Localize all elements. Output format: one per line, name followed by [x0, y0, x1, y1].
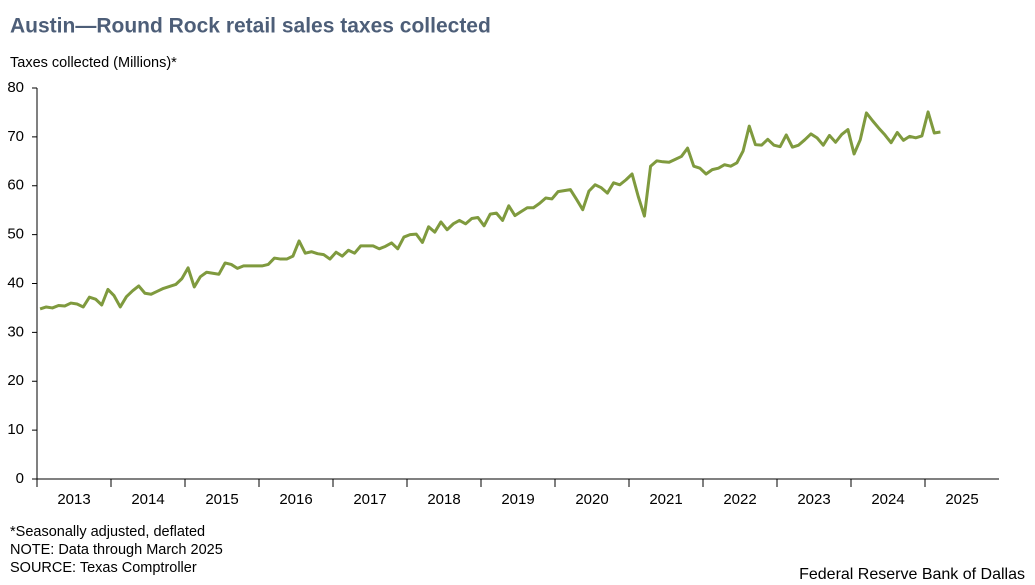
note: SOURCE: Texas Comptroller — [10, 560, 197, 576]
y-tick-label: 70 — [7, 128, 24, 145]
x-tick-label: 2013 — [57, 491, 90, 508]
y-tick-label: 0 — [16, 470, 24, 487]
x-tick-label: 2024 — [871, 491, 904, 508]
y-tick-label: 80 — [7, 79, 24, 96]
x-tick-label: 2015 — [205, 491, 238, 508]
x-tick-label: 2022 — [723, 491, 756, 508]
credit: Federal Reserve Bank of Dallas — [799, 566, 1025, 583]
y-tick-label: 30 — [7, 323, 24, 340]
x-tick-label: 2017 — [353, 491, 386, 508]
x-tick-label: 2018 — [427, 491, 460, 508]
y-tick-label: 40 — [7, 274, 24, 291]
y-axis-label: Taxes collected (Millions)* — [10, 55, 177, 71]
x-tick-label: 2023 — [797, 491, 830, 508]
note: *Seasonally adjusted, deflated — [10, 524, 205, 540]
data-line — [39, 110, 941, 311]
x-tick-label: 2016 — [279, 491, 312, 508]
y-tick-label: 20 — [7, 372, 24, 389]
x-tick-label: 2019 — [501, 491, 534, 508]
x-tick-label: 2014 — [131, 491, 164, 508]
y-tick-label: 60 — [7, 177, 24, 194]
note: NOTE: Data through March 2025 — [10, 542, 223, 558]
x-tick-label: 2020 — [575, 491, 608, 508]
y-tick-label: 10 — [7, 421, 24, 438]
y-tick-label: 50 — [7, 226, 24, 243]
chart-title: Austin—Round Rock retail sales taxes col… — [10, 15, 491, 38]
x-tick-label: 2021 — [649, 491, 682, 508]
x-tick-label: 2025 — [945, 491, 978, 508]
